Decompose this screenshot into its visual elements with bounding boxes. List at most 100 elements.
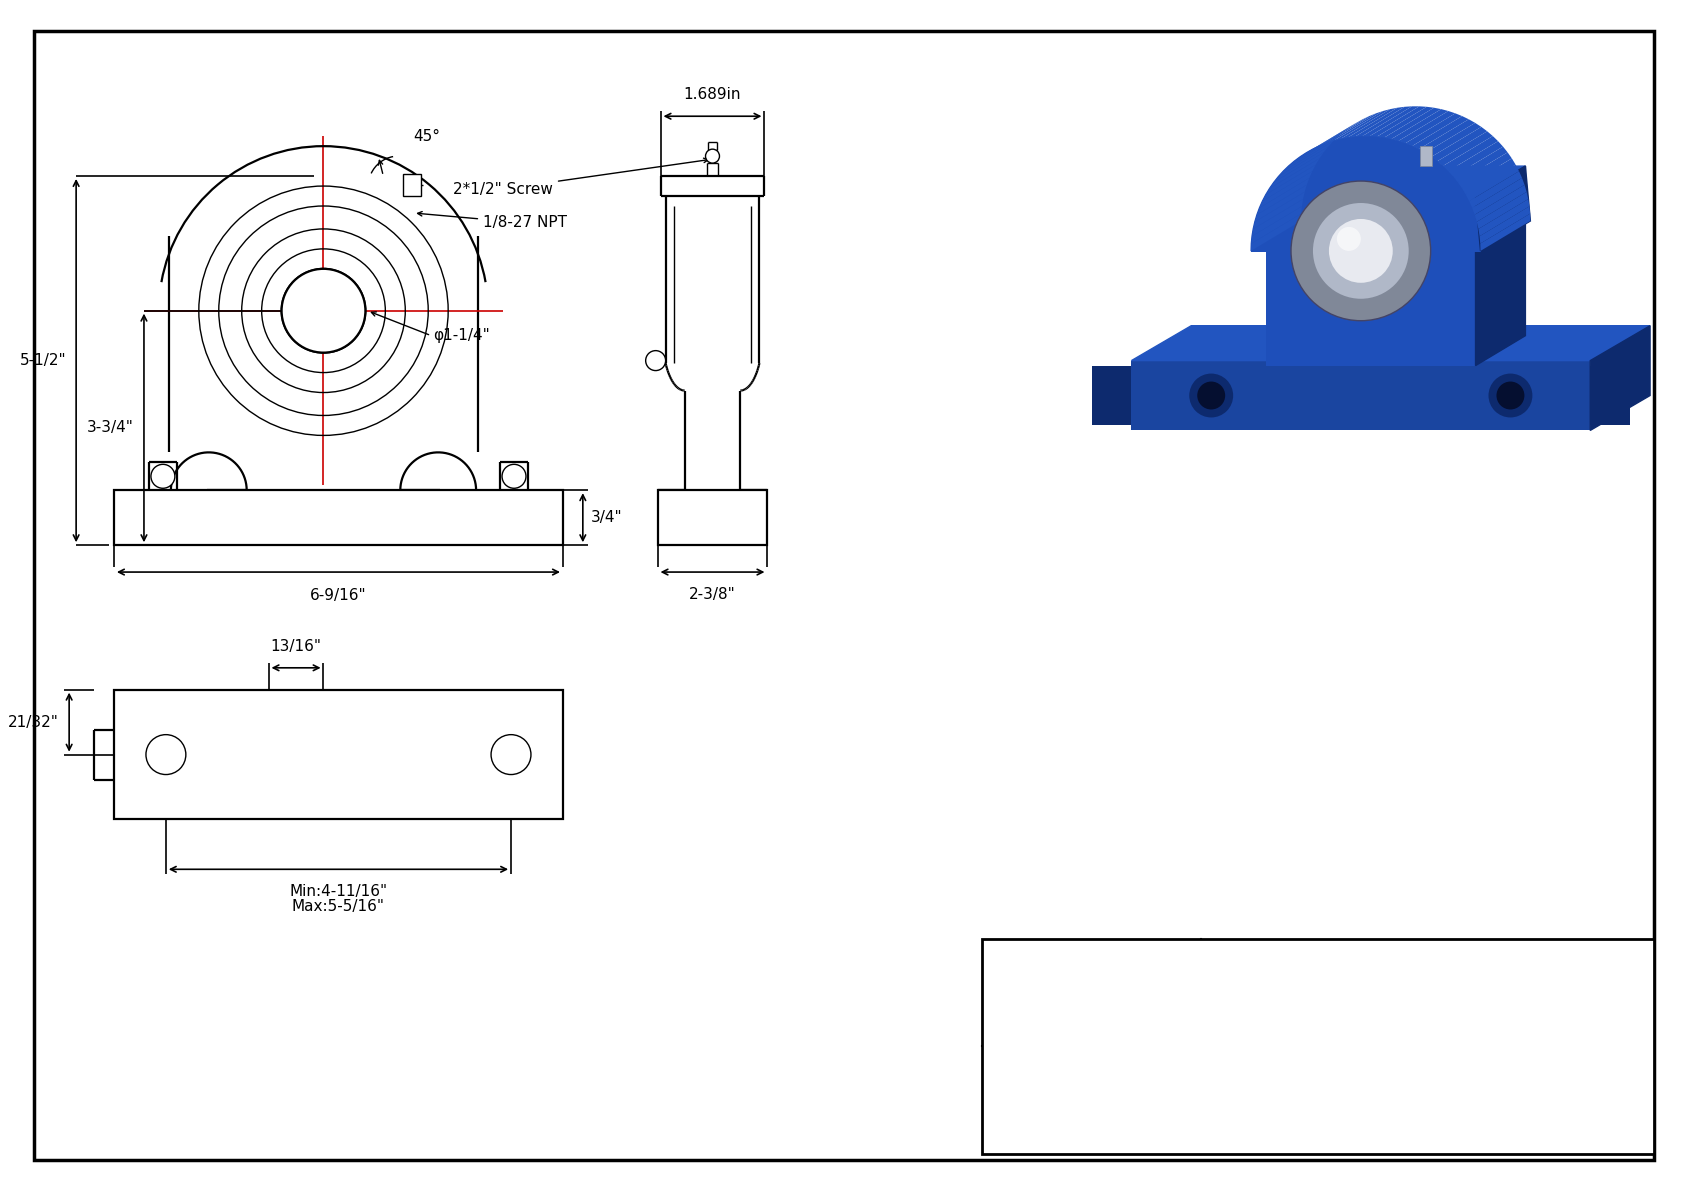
Text: UCPH207-20: UCPH207-20 bbox=[1330, 1071, 1526, 1099]
Text: 2*1/2" Screw: 2*1/2" Screw bbox=[453, 158, 709, 197]
Polygon shape bbox=[1475, 185, 1527, 222]
Circle shape bbox=[1337, 227, 1361, 251]
Polygon shape bbox=[1327, 111, 1383, 143]
Polygon shape bbox=[1251, 199, 1303, 236]
Polygon shape bbox=[1132, 325, 1650, 361]
Text: Set Screw Locking: Set Screw Locking bbox=[1346, 1106, 1509, 1124]
Text: Number: Number bbox=[1058, 1109, 1125, 1127]
Polygon shape bbox=[1480, 213, 1531, 251]
Text: 45°: 45° bbox=[413, 129, 440, 144]
Bar bbox=[982, 940, 1654, 1154]
Polygon shape bbox=[1266, 166, 1526, 197]
Circle shape bbox=[645, 350, 665, 370]
Bar bbox=[1132, 361, 1590, 430]
Circle shape bbox=[152, 464, 175, 488]
Text: 3-3/4": 3-3/4" bbox=[88, 420, 135, 436]
Polygon shape bbox=[1260, 172, 1312, 208]
Polygon shape bbox=[1340, 107, 1398, 139]
Polygon shape bbox=[1278, 142, 1334, 176]
Text: SHANGHAI LILY BEARING LIMITED: SHANGHAI LILY BEARING LIMITED bbox=[1258, 968, 1596, 987]
Polygon shape bbox=[1398, 111, 1455, 143]
Polygon shape bbox=[1283, 136, 1339, 172]
Circle shape bbox=[1197, 381, 1226, 410]
Polygon shape bbox=[1462, 158, 1516, 194]
Circle shape bbox=[706, 149, 719, 163]
Polygon shape bbox=[1253, 192, 1305, 229]
Polygon shape bbox=[1300, 123, 1356, 157]
Text: 2-3/8": 2-3/8" bbox=[689, 587, 736, 601]
Polygon shape bbox=[1319, 113, 1376, 146]
Circle shape bbox=[1314, 202, 1410, 299]
Polygon shape bbox=[1413, 116, 1468, 149]
Polygon shape bbox=[1420, 119, 1475, 152]
Bar bbox=[402, 174, 421, 197]
Polygon shape bbox=[1295, 127, 1351, 161]
Bar bbox=[1266, 197, 1475, 366]
Circle shape bbox=[502, 464, 525, 488]
Polygon shape bbox=[1425, 123, 1482, 157]
Circle shape bbox=[1292, 181, 1431, 320]
Polygon shape bbox=[1251, 136, 1480, 251]
Text: Min:4-11/16": Min:4-11/16" bbox=[290, 884, 387, 899]
Polygon shape bbox=[1468, 172, 1522, 208]
Polygon shape bbox=[1251, 213, 1302, 251]
Bar bbox=[1590, 366, 1630, 425]
Text: 3/4": 3/4" bbox=[591, 510, 623, 525]
Text: LILY: LILY bbox=[1024, 964, 1159, 1022]
Polygon shape bbox=[1384, 107, 1442, 139]
Polygon shape bbox=[1475, 166, 1531, 251]
Polygon shape bbox=[1458, 152, 1512, 188]
Text: Max:5-5/16": Max:5-5/16" bbox=[291, 899, 386, 915]
Text: 6-9/16": 6-9/16" bbox=[310, 588, 367, 603]
Polygon shape bbox=[1438, 131, 1492, 166]
Polygon shape bbox=[1431, 127, 1487, 161]
Circle shape bbox=[1189, 374, 1233, 418]
Polygon shape bbox=[1479, 199, 1529, 236]
Polygon shape bbox=[1480, 206, 1531, 243]
Polygon shape bbox=[1378, 107, 1435, 138]
Polygon shape bbox=[1369, 106, 1426, 137]
Polygon shape bbox=[1453, 146, 1507, 182]
Polygon shape bbox=[1356, 106, 1411, 137]
Text: ®: ® bbox=[1155, 961, 1174, 979]
Polygon shape bbox=[1334, 110, 1391, 141]
Polygon shape bbox=[1255, 185, 1307, 222]
Polygon shape bbox=[1391, 110, 1448, 141]
Polygon shape bbox=[1307, 119, 1362, 152]
Polygon shape bbox=[1448, 142, 1504, 176]
Circle shape bbox=[1329, 219, 1393, 282]
Circle shape bbox=[492, 735, 530, 774]
Polygon shape bbox=[1406, 113, 1462, 146]
Circle shape bbox=[1497, 381, 1524, 410]
Polygon shape bbox=[1273, 146, 1329, 182]
Text: 5-1/2": 5-1/2" bbox=[20, 353, 66, 368]
Bar bbox=[115, 491, 562, 545]
Polygon shape bbox=[1314, 116, 1369, 149]
Polygon shape bbox=[1475, 166, 1526, 366]
Text: Email: lilybearing@lily-bearing.com: Email: lilybearing@lily-bearing.com bbox=[1292, 1000, 1563, 1015]
Polygon shape bbox=[1256, 177, 1310, 214]
Polygon shape bbox=[1347, 107, 1404, 138]
Polygon shape bbox=[1477, 192, 1529, 229]
Polygon shape bbox=[1465, 164, 1519, 201]
Text: 1/8-27 NPT: 1/8-27 NPT bbox=[418, 212, 568, 230]
Bar bbox=[115, 690, 562, 819]
Circle shape bbox=[281, 269, 365, 353]
Polygon shape bbox=[1251, 206, 1302, 243]
Polygon shape bbox=[1263, 164, 1315, 201]
Polygon shape bbox=[1590, 325, 1650, 430]
Bar bbox=[1420, 146, 1431, 166]
Circle shape bbox=[147, 735, 185, 774]
Text: 13/16": 13/16" bbox=[271, 638, 322, 654]
Polygon shape bbox=[1270, 152, 1324, 188]
Polygon shape bbox=[1472, 177, 1524, 214]
Circle shape bbox=[1489, 374, 1532, 418]
Polygon shape bbox=[1362, 106, 1420, 136]
Text: Part: Part bbox=[1074, 1091, 1108, 1109]
Bar bbox=[658, 491, 768, 545]
Bar bbox=[1091, 366, 1132, 425]
Polygon shape bbox=[1443, 136, 1499, 172]
Polygon shape bbox=[1266, 158, 1320, 194]
Polygon shape bbox=[1288, 131, 1344, 166]
Text: 21/32": 21/32" bbox=[8, 715, 59, 730]
